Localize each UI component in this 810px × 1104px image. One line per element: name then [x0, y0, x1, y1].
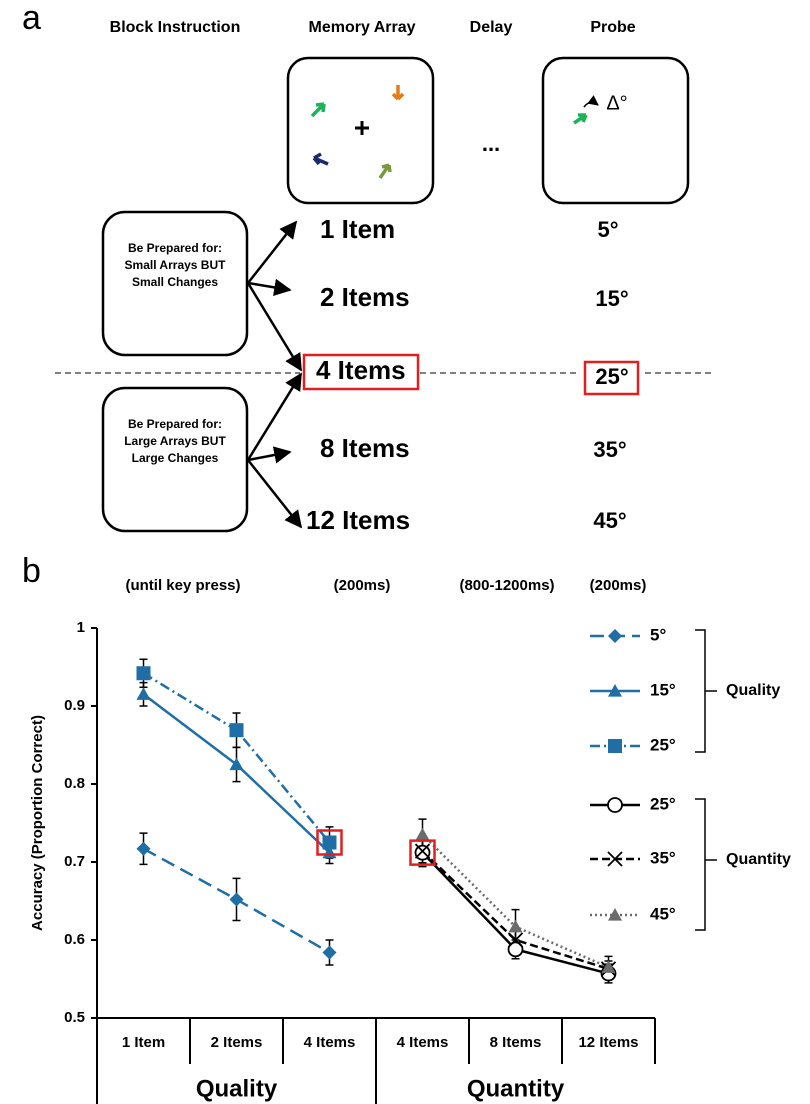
marker	[137, 666, 151, 680]
legend-label: 25°	[650, 735, 676, 754]
figure: a Block Instruction Memory Array Delay P…	[0, 0, 810, 1104]
x-tick-label: 1 Item	[122, 1034, 165, 1051]
marker	[230, 723, 244, 737]
probe-box	[543, 58, 688, 203]
probe-symbol: Δ°	[606, 92, 627, 114]
legend-bracket	[695, 799, 717, 930]
marker	[416, 828, 430, 841]
arrow-stim	[312, 104, 324, 116]
timing: (800-1200ms)	[459, 577, 554, 594]
change-size: 25°	[595, 364, 628, 389]
y-axis-label: Accuracy (Proportion Correct)	[29, 715, 46, 931]
column-header: Memory Array	[308, 19, 415, 36]
change-size: 35°	[593, 437, 626, 462]
instruction-text: Be Prepared for: Large Arrays BUT Large …	[116, 416, 234, 467]
marker	[323, 836, 337, 850]
legend-group-label: Quantity	[726, 851, 791, 868]
change-size: 5°	[597, 217, 618, 242]
y-tick-label: 0.6	[64, 931, 85, 948]
set-size: 2 Items	[320, 282, 410, 312]
figure-svg: a Block Instruction Memory Array Delay P…	[0, 0, 810, 1104]
set-size: 4 Items	[316, 355, 406, 385]
legend-label: 5°	[650, 625, 666, 644]
timing: (200ms)	[334, 577, 391, 594]
marker	[509, 920, 523, 933]
y-tick-label: 0.9	[64, 697, 85, 714]
legend-bracket	[695, 630, 717, 752]
marker	[323, 945, 337, 959]
timing: (until key press)	[125, 577, 240, 594]
legend-label: 45°	[650, 904, 676, 923]
arrow-stim	[393, 85, 403, 99]
x-tick-label: 2 Items	[211, 1034, 263, 1051]
arrow-stim	[314, 154, 328, 164]
marker	[608, 629, 622, 643]
column-header: Block Instruction	[110, 19, 241, 36]
group-label: Quantity	[467, 1075, 565, 1102]
legend-label: 25°	[650, 794, 676, 813]
arrow-stim	[574, 115, 586, 123]
panel-label: b	[22, 552, 41, 590]
marker	[416, 846, 430, 860]
marker	[137, 687, 151, 700]
legend-group-label: Quality	[726, 682, 780, 699]
legend-label: 15°	[650, 680, 676, 699]
fixation	[355, 121, 369, 135]
y-tick-label: 0.7	[64, 853, 85, 870]
instruction-text: Be Prepared for: Small Arrays BUT Small …	[116, 240, 234, 291]
rotation-arrow	[584, 102, 598, 107]
legend-label: 35°	[650, 848, 676, 867]
change-size: 45°	[593, 508, 626, 533]
set-size: 1 Item	[320, 214, 395, 244]
x-tick-label: 4 Items	[397, 1034, 449, 1051]
delay-symbol: ...	[482, 131, 500, 156]
connector-arrows	[248, 222, 301, 527]
marker	[608, 798, 622, 812]
change-size: 15°	[595, 286, 628, 311]
group-label: Quality	[196, 1075, 278, 1102]
timing: (200ms)	[590, 577, 647, 594]
x-tick-label: 12 Items	[578, 1034, 638, 1051]
set-size: 12 Items	[306, 505, 410, 535]
set-size: 8 Items	[320, 433, 410, 463]
y-tick-label: 0.5	[64, 1009, 85, 1026]
arrow-stim	[380, 165, 390, 178]
x-tick-label: 4 Items	[304, 1034, 356, 1051]
y-tick-label: 0.8	[64, 775, 85, 792]
x-tick-label: 8 Items	[490, 1034, 542, 1051]
marker	[608, 739, 622, 753]
y-tick-label: 1	[77, 619, 85, 636]
column-header: Delay	[470, 19, 513, 36]
marker	[230, 892, 244, 906]
column-header: Probe	[590, 19, 635, 36]
marker	[137, 842, 151, 856]
panel-label: a	[22, 0, 41, 37]
